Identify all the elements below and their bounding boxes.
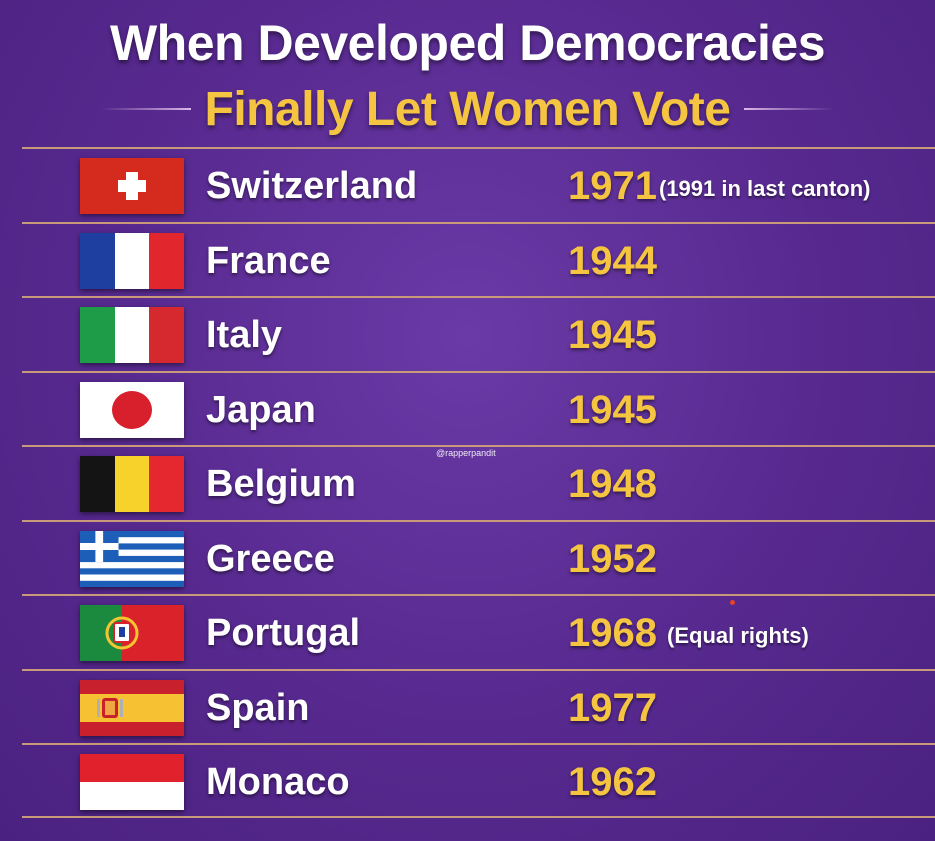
year-note: (1991 in last canton) bbox=[659, 176, 871, 201]
country-name: Belgium bbox=[206, 463, 356, 505]
country-name: Greece bbox=[206, 537, 335, 580]
country-name: Italy bbox=[206, 314, 283, 356]
decorative-dot bbox=[730, 600, 735, 605]
table-row: Italy 1945 bbox=[22, 296, 935, 371]
suffrage-year: 1962 bbox=[568, 760, 657, 804]
suffrage-year: 1944 bbox=[568, 238, 657, 283]
table-row: Belgium 1948 bbox=[22, 445, 935, 520]
country-name: Portugal bbox=[206, 612, 361, 654]
italy-flag-icon bbox=[80, 307, 184, 363]
country-name: Monaco bbox=[206, 761, 350, 803]
table-row: Japan 1945 bbox=[22, 370, 935, 446]
country-name: Switzerland bbox=[206, 165, 418, 207]
table-row: Monaco 1962 bbox=[22, 743, 935, 818]
table-row: Greece 1952 bbox=[22, 519, 935, 595]
belgium-flag-icon bbox=[80, 456, 184, 512]
table-row: Switzerland 1971 (1991 in last canton) bbox=[22, 147, 935, 222]
suffrage-year: 1948 bbox=[568, 462, 657, 506]
suffrage-year: 1945 bbox=[568, 387, 657, 432]
title-line-1: When Developed Democracies bbox=[109, 15, 826, 71]
suffrage-year: 1977 bbox=[568, 685, 657, 730]
suffrage-year: 1968 bbox=[568, 611, 657, 655]
portugal-flag-icon bbox=[80, 605, 184, 661]
country-name: Spain bbox=[206, 686, 310, 729]
country-name: France bbox=[206, 239, 331, 282]
watermark: @rapperpandit bbox=[436, 448, 496, 458]
suffrage-year: 1971 bbox=[568, 164, 657, 208]
suffrage-year: 1952 bbox=[568, 536, 657, 581]
japan-flag-icon bbox=[80, 381, 184, 438]
spain-flag-icon bbox=[80, 679, 184, 736]
title-line-2: Finally Let Women Vote bbox=[204, 82, 731, 136]
table-row: Spain 1977 bbox=[22, 668, 935, 744]
france-flag-icon bbox=[80, 232, 184, 289]
table-row: France 1944 bbox=[22, 221, 935, 297]
suffrage-table: Switzerland 1971 (1991 in last canton) F… bbox=[22, 147, 935, 818]
suffrage-year: 1945 bbox=[568, 313, 657, 357]
title-rule-right bbox=[744, 108, 835, 110]
title-rule-left bbox=[100, 108, 191, 110]
title-line-2-wrap: Finally Let Women Vote bbox=[0, 78, 935, 140]
year-note: (Equal rights) bbox=[667, 623, 809, 648]
greece-flag-icon bbox=[80, 530, 184, 587]
country-name: Japan bbox=[206, 388, 316, 431]
switzerland-flag-icon bbox=[80, 158, 184, 214]
monaco-flag-icon bbox=[80, 754, 184, 810]
table-row: Portugal 1968 (Equal rights) bbox=[22, 594, 935, 669]
